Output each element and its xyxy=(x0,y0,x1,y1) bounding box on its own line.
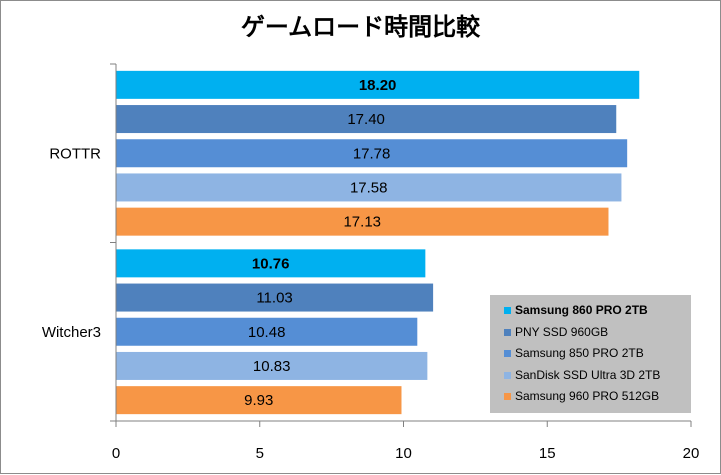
bar xyxy=(116,173,622,202)
data-label: 10.76 xyxy=(252,255,290,272)
legend-label: Samsung 960 PRO 512GB xyxy=(515,389,660,403)
bar xyxy=(116,139,628,168)
data-label: 17.78 xyxy=(353,145,391,162)
legend-swatch xyxy=(504,393,511,401)
bar xyxy=(116,386,402,415)
legend-swatch xyxy=(504,307,511,315)
x-tick-label: 10 xyxy=(395,445,412,462)
x-tick-label: 20 xyxy=(683,445,700,462)
bar xyxy=(116,105,617,134)
data-label: 11.03 xyxy=(256,290,292,307)
bar xyxy=(116,317,418,346)
bar xyxy=(116,70,640,99)
x-tick-label: 0 xyxy=(112,445,120,462)
legend-swatch xyxy=(504,371,511,379)
category-label: ROTTR xyxy=(49,145,101,162)
bar xyxy=(116,283,434,312)
legend-label: PNY SSD 960GB xyxy=(515,324,609,339)
x-tick-label: 5 xyxy=(256,445,264,462)
bar xyxy=(116,207,609,236)
bar xyxy=(116,351,428,380)
data-label: 10.83 xyxy=(253,358,291,375)
legend-item: Samsung 850 PRO 2TB xyxy=(504,343,691,365)
legend: Samsung 860 PRO 2TB PNY SSD 960GB Samsung … xyxy=(490,295,691,413)
legend-item: Samsung 960 PRO 512GB xyxy=(504,386,691,408)
legend-label: Samsung 850 PRO 2TB xyxy=(515,346,644,360)
legend-item: PNY SSD 960GB xyxy=(504,322,691,344)
chart-title: ゲームロード時間比較 xyxy=(240,13,481,41)
bar xyxy=(116,249,426,278)
data-label: 17.58 xyxy=(350,179,388,196)
category-label: Witcher3 xyxy=(42,324,101,341)
data-label: 17.13 xyxy=(343,214,381,231)
data-label: 10.48 xyxy=(248,324,286,341)
legend-swatch xyxy=(504,350,511,358)
legend-item: Samsung 860 PRO 2TB xyxy=(504,300,691,322)
legend-item: SanDisk SSD Ultra 3D 2TB xyxy=(504,365,691,387)
data-label: 17.40 xyxy=(347,111,385,128)
legend-label: Samsung 860 PRO 2TB xyxy=(515,303,648,317)
data-label: 18.20 xyxy=(359,77,397,94)
legend-swatch xyxy=(504,328,511,336)
data-label: 9.93 xyxy=(244,392,273,409)
legend-label: SanDisk SSD Ultra 3D 2TB xyxy=(515,367,661,382)
x-tick-label: 15 xyxy=(539,445,556,462)
